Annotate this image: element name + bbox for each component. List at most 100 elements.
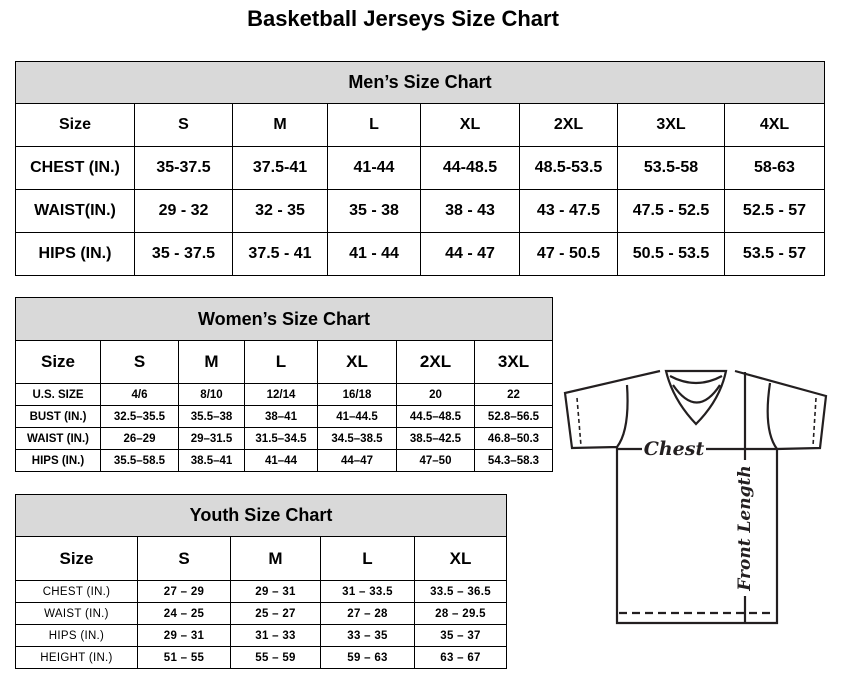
table-cell: 3XL <box>473 340 554 384</box>
table-cell: 35 – 37 <box>413 624 508 647</box>
table-cell: 31 – 33 <box>230 624 321 647</box>
table-cell: 22 <box>473 383 554 406</box>
table-cell: 59 – 63 <box>320 646 415 669</box>
table-cell: 27 – 29 <box>137 580 231 603</box>
table-cell: XL <box>413 536 508 581</box>
table-cell: 3XL <box>617 103 725 147</box>
table-cell: 33.5 – 36.5 <box>413 580 508 603</box>
table-cell: S <box>137 536 231 581</box>
table-cell: XL <box>317 340 397 384</box>
page-title: Basketball Jerseys Size Chart <box>247 6 559 31</box>
table-cell: 35 - 37.5 <box>134 232 233 276</box>
table-cell: 43 - 47.5 <box>519 189 618 233</box>
table-row: WAIST (IN.) 26–29 29–31.5 31.5–34.5 34.5–38.… <box>15 427 554 450</box>
table-cell: 44-48.5 <box>420 146 520 190</box>
table-cell: 32 - 35 <box>232 189 328 233</box>
table-cell: L <box>327 103 421 147</box>
table-cell: 46.8–50.3 <box>473 427 554 450</box>
table-cell: L <box>320 536 415 581</box>
table-cell: 16/18 <box>317 383 397 406</box>
table-row: WAIST (IN.) 24 – 25 25 – 27 27 – 28 28 – 29.… <box>15 602 508 625</box>
table-cell: 29 – 31 <box>137 624 231 647</box>
row-label: WAIST(IN.) <box>15 189 135 233</box>
table-cell: 47.5 - 52.5 <box>617 189 725 233</box>
size-header-row: Size S M L XL 2XL 3XL <box>15 340 554 384</box>
table-cell: 55 – 59 <box>230 646 321 669</box>
table-cell: 38 - 43 <box>420 189 520 233</box>
table-cell: 25 – 27 <box>230 602 321 625</box>
table-row: HIPS (IN.) 35 - 37.5 37.5 - 41 41 - 44 44 - … <box>15 232 825 276</box>
table-cell: 52.8–56.5 <box>473 405 554 428</box>
mens-table-title: Men’s Size Chart <box>15 61 825 104</box>
row-label: HIPS (IN.) <box>15 449 101 472</box>
table-cell: 35.5–38 <box>178 405 245 428</box>
table-cell: 48.5-53.5 <box>519 146 618 190</box>
table-cell: 37.5-41 <box>232 146 328 190</box>
row-label: HIPS (IN.) <box>15 232 135 276</box>
table-cell: 41–44.5 <box>317 405 397 428</box>
table-cell: L <box>244 340 318 384</box>
row-label: CHEST (IN.) <box>15 580 138 603</box>
table-cell: M <box>178 340 245 384</box>
table-cell: 44.5–48.5 <box>396 405 475 428</box>
front-length-label: Front Length <box>735 465 755 591</box>
table-cell: 28 – 29.5 <box>413 602 508 625</box>
table-cell: 26–29 <box>100 427 179 450</box>
table-row: U.S. SIZE 4/6 8/10 12/14 16/18 20 22 <box>15 383 554 406</box>
table-cell: 38.5–41 <box>178 449 245 472</box>
table-cell: 41-44 <box>327 146 421 190</box>
table-cell: S <box>134 103 233 147</box>
table-row: CHEST (IN.) 27 – 29 29 – 31 31 – 33.5 33.5 –… <box>15 580 508 603</box>
womens-table-title: Women’s Size Chart <box>14 297 554 341</box>
row-label: WAIST (IN.) <box>15 602 138 625</box>
table-cell: M <box>232 103 328 147</box>
table-cell: 35.5–58.5 <box>100 449 179 472</box>
row-label: HEIGHT (IN.) <box>15 646 138 669</box>
table-cell: 63 – 67 <box>413 646 508 669</box>
table-cell: 2XL <box>396 340 475 384</box>
table-cell: 29 - 32 <box>134 189 233 233</box>
table-cell: 37.5 - 41 <box>232 232 328 276</box>
table-cell: 4/6 <box>100 383 179 406</box>
table-cell: 51 – 55 <box>137 646 231 669</box>
table-cell: 4XL <box>724 103 825 147</box>
table-cell: 29–31.5 <box>178 427 245 450</box>
table-cell: 29 – 31 <box>230 580 321 603</box>
table-row: WAIST(IN.) 29 - 32 32 - 35 35 - 38 38 - 43 43… <box>15 189 825 233</box>
row-label: Size <box>15 536 138 581</box>
table-cell: 24 – 25 <box>137 602 231 625</box>
table-cell: 32.5–35.5 <box>100 405 179 428</box>
table-cell: 41 - 44 <box>327 232 421 276</box>
table-cell: 31.5–34.5 <box>244 427 318 450</box>
table-cell: 38.5–42.5 <box>396 427 475 450</box>
row-label: HIPS (IN.) <box>15 624 138 647</box>
size-header-row: Size S M L XL 2XL 3XL 4XL <box>15 103 825 147</box>
table-cell: 20 <box>396 383 475 406</box>
table-cell: 53.5-58 <box>617 146 725 190</box>
table-row: BUST (IN.) 32.5–35.5 35.5–38 38–41 41–44.5 44… <box>15 405 554 428</box>
table-cell: S <box>100 340 179 384</box>
youth-size-table: Youth Size Chart Size S M L XL CHEST (IN.) 27 … <box>14 494 508 669</box>
table-cell: 27 – 28 <box>320 602 415 625</box>
table-cell: 58-63 <box>724 146 825 190</box>
table-cell: 41–44 <box>244 449 318 472</box>
table-cell: 33 – 35 <box>320 624 415 647</box>
table-cell: 38–41 <box>244 405 318 428</box>
size-header-row: Size S M L XL <box>15 536 508 581</box>
chest-label: Chest <box>644 438 705 460</box>
row-label: BUST (IN.) <box>15 405 101 428</box>
table-cell: 44–47 <box>317 449 397 472</box>
row-label: Size <box>15 103 135 147</box>
row-label: U.S. SIZE <box>15 383 101 406</box>
table-cell: XL <box>420 103 520 147</box>
table-cell: 2XL <box>519 103 618 147</box>
row-label: Size <box>15 340 101 384</box>
table-cell: 52.5 - 57 <box>724 189 825 233</box>
shirt-outline-icon <box>563 369 828 625</box>
table-cell: 53.5 - 57 <box>724 232 825 276</box>
table-cell: 12/14 <box>244 383 318 406</box>
table-cell: 44 - 47 <box>420 232 520 276</box>
table-row: HEIGHT (IN.) 51 – 55 55 – 59 59 – 63 63 – 67 <box>15 646 508 669</box>
row-label: CHEST (IN.) <box>15 146 135 190</box>
mens-size-table: Men’s Size Chart Size S M L XL 2XL 3XL 4XL CHEST… <box>15 61 825 276</box>
